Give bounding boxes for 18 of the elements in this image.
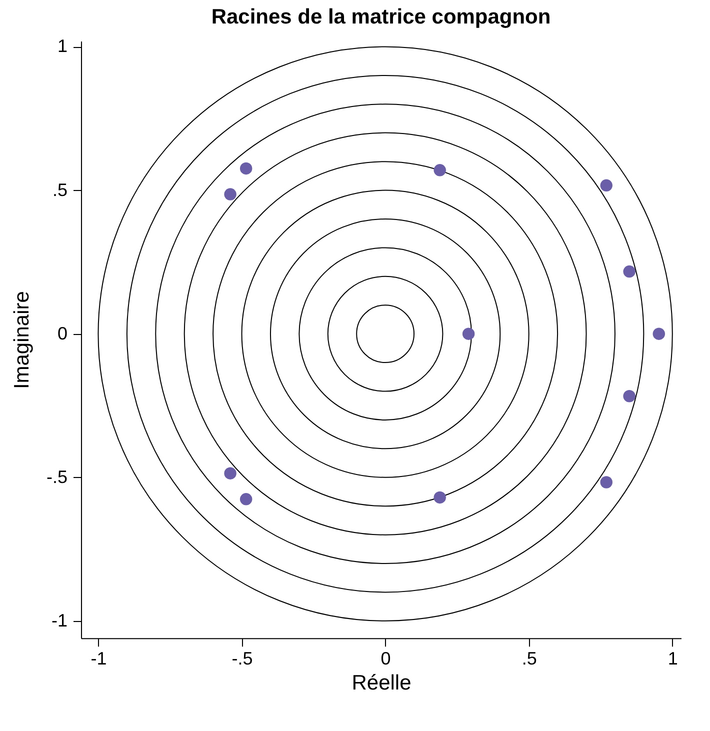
point <box>623 265 636 278</box>
point <box>600 179 612 192</box>
y-tick-label: 1 <box>57 36 68 56</box>
point <box>600 476 612 488</box>
x-tick-label: 0 <box>380 648 391 669</box>
y-tick-label: -.5 <box>46 466 68 487</box>
y-tick-label: -1 <box>52 610 68 630</box>
x-tick-label: .5 <box>522 648 537 669</box>
x-tick-label: -1 <box>90 648 107 669</box>
point <box>652 328 666 340</box>
point <box>623 390 636 402</box>
x-axis-title: Réelle <box>352 672 412 695</box>
x-tick-label: -.5 <box>232 648 253 669</box>
x-tick-label: 1 <box>668 648 678 669</box>
y-tick-label: .5 <box>52 180 68 200</box>
y-axis-title: Imaginaire <box>10 291 34 390</box>
chart-title: Racines de la matrice compagnon <box>211 6 551 29</box>
y-tick-label: 0 <box>57 323 68 344</box>
